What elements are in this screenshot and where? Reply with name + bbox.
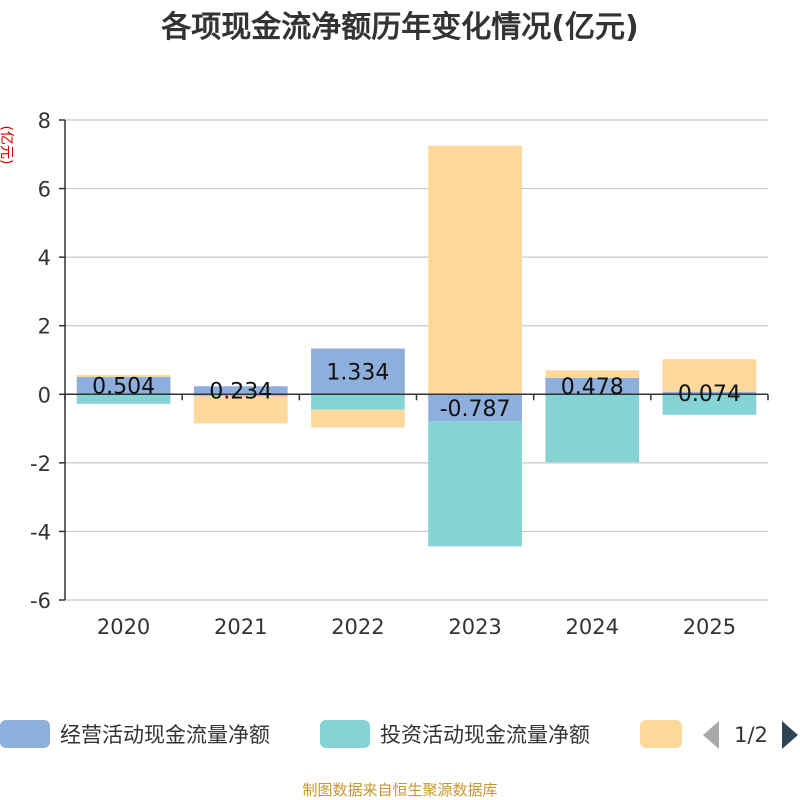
legend: 经营活动现金流量净额 投资活动现金流量净额 1/2	[0, 720, 798, 749]
chart-title: 各项现金流净额历年变化情况(亿元)	[160, 10, 638, 45]
bar-financing-2020	[76, 374, 171, 378]
bar-operating-2025	[662, 391, 757, 395]
y-tick-label: 0	[38, 383, 51, 407]
x-tick-label: 2025	[683, 615, 736, 639]
bar-operating-2021	[193, 386, 288, 395]
tick-labels: -6 -4 -2 0 2 4 6 8 2020 2021 2022 2023 2024 2025	[30, 109, 736, 639]
bar-investing-2024	[545, 394, 640, 463]
x-tick-label: 2020	[97, 615, 150, 639]
bar-investing-2025	[662, 394, 757, 415]
legend-page-indicator: 1/2	[734, 723, 768, 747]
data-label-operating-2025: 0.074	[678, 382, 741, 407]
legend-label-operating[interactable]: 经营活动现金流量净额	[60, 723, 270, 747]
bar-investing-2023	[428, 421, 522, 547]
y-axis-label: (亿元)	[0, 126, 14, 165]
y-tick-label: 2	[38, 315, 51, 339]
y-tick-label: 4	[38, 246, 51, 270]
data-label-operating-2023: -0.787	[440, 397, 511, 422]
y-tick-label: 6	[38, 178, 51, 202]
grid-lines	[65, 119, 768, 601]
legend-swatch-operating[interactable]	[0, 720, 50, 748]
bar-operating-2024	[545, 377, 640, 395]
bar-investing-2020	[76, 394, 171, 404]
legend-label-investing[interactable]: 投资活动现金流量净额	[380, 723, 590, 747]
x-tick-label: 2021	[214, 615, 267, 639]
bar-financing-2023	[428, 145, 522, 395]
y-tick-label: -4	[30, 520, 51, 544]
bar-investing-2021	[193, 394, 288, 396]
y-tick-label: 8	[38, 109, 51, 133]
bar-investing-2022	[311, 394, 405, 410]
bar-financing-2022	[311, 409, 405, 428]
x-tick-label: 2022	[331, 615, 384, 639]
bars	[76, 145, 757, 547]
data-label-operating-2022: 1.334	[326, 360, 389, 385]
bar-financing-2024	[545, 370, 640, 378]
bar-financing-2021	[193, 396, 288, 424]
data-label-operating-2021: 0.234	[209, 379, 272, 404]
source-note: 制图数据来自恒生聚源数据库	[302, 781, 497, 799]
y-tick-label: -2	[30, 452, 51, 476]
y-tick-label: -6	[30, 589, 51, 613]
data-labels: 0.504 0.234 1.334 -0.787 0.478 0.074	[92, 360, 741, 421]
legend-swatch-investing[interactable]	[320, 720, 370, 748]
data-label-operating-2020: 0.504	[92, 375, 155, 400]
legend-next-page-icon[interactable]	[782, 721, 798, 749]
x-tick-label: 2023	[448, 615, 501, 639]
x-tick-label: 2024	[566, 615, 619, 639]
bar-operating-2020	[76, 377, 171, 395]
bar-financing-2025	[662, 359, 757, 392]
bar-operating-2023	[428, 394, 522, 422]
data-label-operating-2024: 0.478	[561, 375, 624, 400]
axes	[59, 119, 769, 601]
bar-operating-2022	[311, 348, 405, 395]
legend-prev-page-icon[interactable]	[703, 721, 719, 749]
legend-swatch-financing[interactable]	[640, 720, 682, 748]
